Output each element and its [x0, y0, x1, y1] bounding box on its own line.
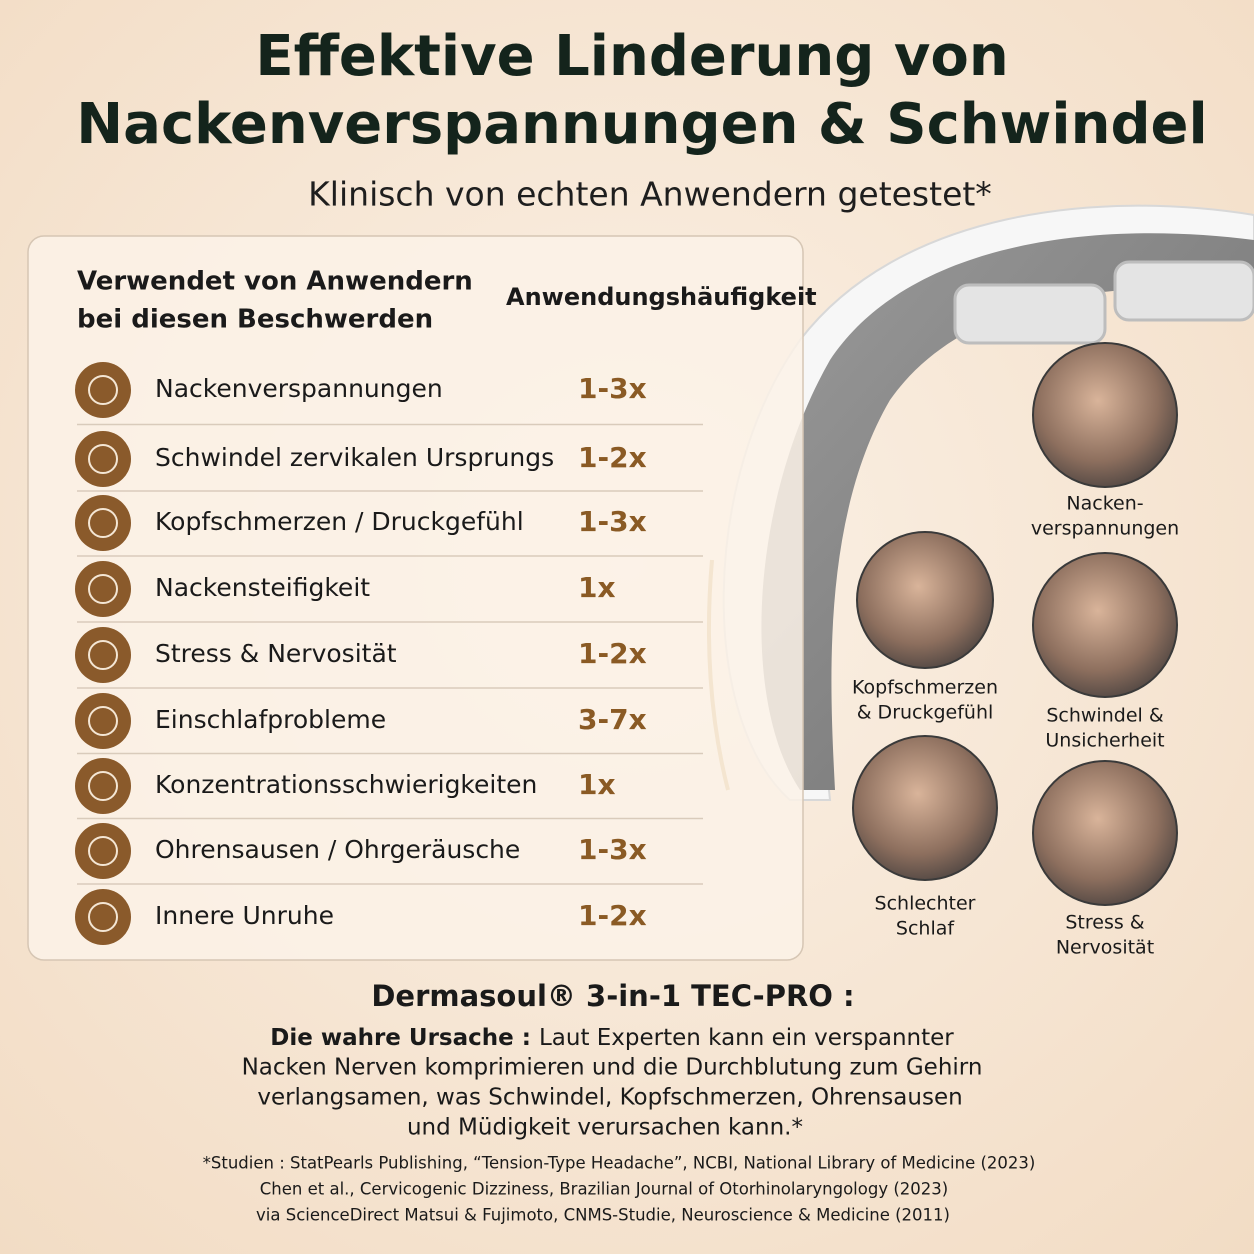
product-text: und Müdigkeit verursachen kann.* [407, 1115, 803, 1141]
row-label: Innere Unruhe [155, 901, 334, 930]
row-icon [75, 693, 131, 749]
row-frequency: 1-2x [578, 899, 647, 932]
row-label: Stress & Nervosität [155, 639, 397, 668]
text: Laut Experten kann ein verspannter [539, 1025, 954, 1051]
photo-caption: Nervosität [1056, 937, 1154, 959]
lead: Die wahre Ursache : [270, 1025, 531, 1051]
row-icon [75, 561, 131, 617]
row-frequency: 1-3x [578, 505, 647, 538]
product-title: Dermasoul® 3-in-1 TEC-PRO : [371, 979, 854, 1013]
photo [1032, 760, 1178, 906]
row-frequency: 1x [578, 571, 616, 604]
row-icon [75, 495, 131, 551]
row-frequency: 1-2x [578, 637, 647, 670]
photo [856, 531, 994, 669]
subtitle: Klinisch von echten Anwendern getestet* [308, 175, 992, 214]
photo-caption: Kopfschmerzen [852, 677, 998, 699]
row-frequency: 3-7x [578, 703, 647, 736]
row-frequency: 1x [578, 768, 616, 801]
product-text: Die wahre Ursache : Laut Experten kann ei… [270, 1025, 954, 1051]
row-icon-symbol [88, 574, 118, 604]
photo-caption: Stress & [1065, 912, 1144, 934]
title-line: Effektive Linderung von [255, 24, 1008, 89]
photo [1032, 552, 1178, 698]
photo-caption: Schwindel & [1046, 705, 1163, 727]
row-icon [75, 758, 131, 814]
row-icon-symbol [88, 375, 118, 405]
footnote: *Studien : StatPearls Publishing, “Tensi… [203, 1154, 1036, 1173]
row-icon-symbol [88, 771, 118, 801]
column-header: Verwendet von Anwendern [77, 267, 473, 297]
table-panel [27, 235, 804, 961]
photo [852, 735, 998, 881]
row-icon [75, 889, 131, 945]
row-label: Schwindel zervikalen Ursprungs [155, 443, 554, 472]
photo-caption: Schlechter [875, 893, 976, 915]
photo-caption: Schlaf [896, 918, 955, 940]
row-frequency: 1-3x [578, 372, 647, 405]
row-frequency: 1-3x [578, 833, 647, 866]
row-icon [75, 627, 131, 683]
photo-caption: Unsicherheit [1045, 730, 1164, 752]
row-label: Konzentrationsschwierigkeiten [155, 770, 537, 799]
row-label: Einschlafprobleme [155, 705, 386, 734]
row-label: Kopfschmerzen / Druckgefühl [155, 507, 524, 536]
title-line: Nackenverspannungen & Schwindel [76, 92, 1207, 157]
column-header: bei diesen Beschwerden [77, 305, 433, 335]
photo [1032, 342, 1178, 488]
footnote: via ScienceDirect Matsui & Fujimoto, CNM… [256, 1206, 950, 1225]
product-text: verlangsamen, was Schwindel, Kopfschmerz… [257, 1085, 962, 1111]
row-icon-symbol [88, 706, 118, 736]
row-icon-symbol [88, 444, 118, 474]
row-icon [75, 431, 131, 487]
photo-caption: & Druckgefühl [857, 702, 994, 724]
row-icon-symbol [88, 508, 118, 538]
photo-caption: verspannungen [1031, 518, 1179, 540]
row-icon [75, 362, 131, 418]
row-frequency: 1-2x [578, 441, 647, 474]
photo-caption: Nacken- [1066, 493, 1143, 515]
footnote: Chen et al., Cervicogenic Dizziness, Bra… [260, 1180, 948, 1199]
column-header: Anwendungshäufigkeit [506, 283, 817, 311]
row-label: Nackenverspannungen [155, 374, 443, 403]
row-icon [75, 823, 131, 879]
row-icon-symbol [88, 836, 118, 866]
row-label: Ohrensausen / Ohrgeräusche [155, 835, 520, 864]
row-icon-symbol [88, 902, 118, 932]
row-icon-symbol [88, 640, 118, 670]
row-label: Nackensteifigkeit [155, 573, 370, 602]
product-text: Nacken Nerven komprimieren und die Durch… [242, 1055, 983, 1081]
